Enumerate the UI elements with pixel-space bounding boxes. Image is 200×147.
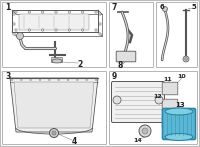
Circle shape (77, 79, 78, 81)
Text: 11: 11 (164, 76, 172, 81)
FancyBboxPatch shape (2, 71, 106, 145)
Circle shape (15, 29, 17, 31)
Circle shape (155, 96, 163, 104)
Circle shape (81, 29, 84, 31)
Circle shape (21, 79, 22, 81)
Circle shape (68, 29, 71, 31)
Circle shape (95, 79, 97, 81)
Text: 7: 7 (111, 2, 117, 11)
Circle shape (30, 79, 31, 81)
Circle shape (86, 79, 87, 81)
Circle shape (13, 33, 15, 35)
Text: 8: 8 (117, 61, 123, 70)
Circle shape (113, 96, 121, 104)
Ellipse shape (165, 133, 193, 141)
Ellipse shape (165, 108, 193, 115)
Circle shape (67, 79, 69, 81)
Circle shape (11, 79, 13, 81)
FancyBboxPatch shape (52, 57, 62, 62)
FancyBboxPatch shape (156, 2, 198, 67)
Circle shape (28, 29, 31, 31)
FancyBboxPatch shape (162, 82, 178, 95)
FancyBboxPatch shape (2, 2, 106, 67)
Circle shape (95, 11, 97, 13)
Text: 14: 14 (134, 137, 142, 142)
FancyBboxPatch shape (19, 14, 89, 30)
Text: 12: 12 (154, 95, 162, 100)
Polygon shape (10, 78, 98, 132)
Circle shape (55, 29, 57, 31)
Circle shape (49, 79, 50, 81)
FancyBboxPatch shape (112, 81, 164, 122)
Circle shape (16, 32, 24, 40)
Circle shape (41, 11, 44, 13)
FancyBboxPatch shape (162, 115, 178, 128)
Circle shape (81, 11, 84, 13)
Text: 6: 6 (160, 4, 164, 10)
Circle shape (52, 131, 56, 135)
Circle shape (15, 11, 17, 13)
Circle shape (142, 128, 148, 134)
Text: 13: 13 (175, 102, 185, 108)
Circle shape (99, 23, 101, 25)
Text: 3: 3 (5, 71, 11, 81)
Circle shape (95, 29, 97, 31)
Polygon shape (14, 82, 94, 128)
Circle shape (162, 6, 168, 11)
Circle shape (13, 13, 15, 15)
Circle shape (28, 11, 31, 13)
Circle shape (39, 79, 41, 81)
Circle shape (184, 57, 188, 61)
Circle shape (13, 23, 15, 25)
Text: 2: 2 (77, 60, 83, 69)
FancyBboxPatch shape (162, 108, 196, 140)
Circle shape (99, 13, 101, 15)
Text: 5: 5 (192, 4, 196, 10)
Circle shape (139, 125, 151, 137)
Circle shape (183, 56, 189, 62)
Text: 9: 9 (111, 71, 117, 81)
Circle shape (68, 11, 71, 13)
Circle shape (55, 11, 57, 13)
FancyBboxPatch shape (162, 99, 178, 112)
FancyBboxPatch shape (110, 71, 198, 145)
Text: 10: 10 (178, 74, 186, 78)
Text: 1: 1 (5, 2, 11, 11)
FancyBboxPatch shape (110, 2, 154, 67)
Text: 4: 4 (71, 137, 77, 146)
Circle shape (50, 128, 58, 137)
Circle shape (41, 29, 44, 31)
Circle shape (99, 33, 101, 35)
Ellipse shape (52, 59, 62, 63)
FancyBboxPatch shape (116, 51, 136, 62)
Circle shape (58, 79, 59, 81)
